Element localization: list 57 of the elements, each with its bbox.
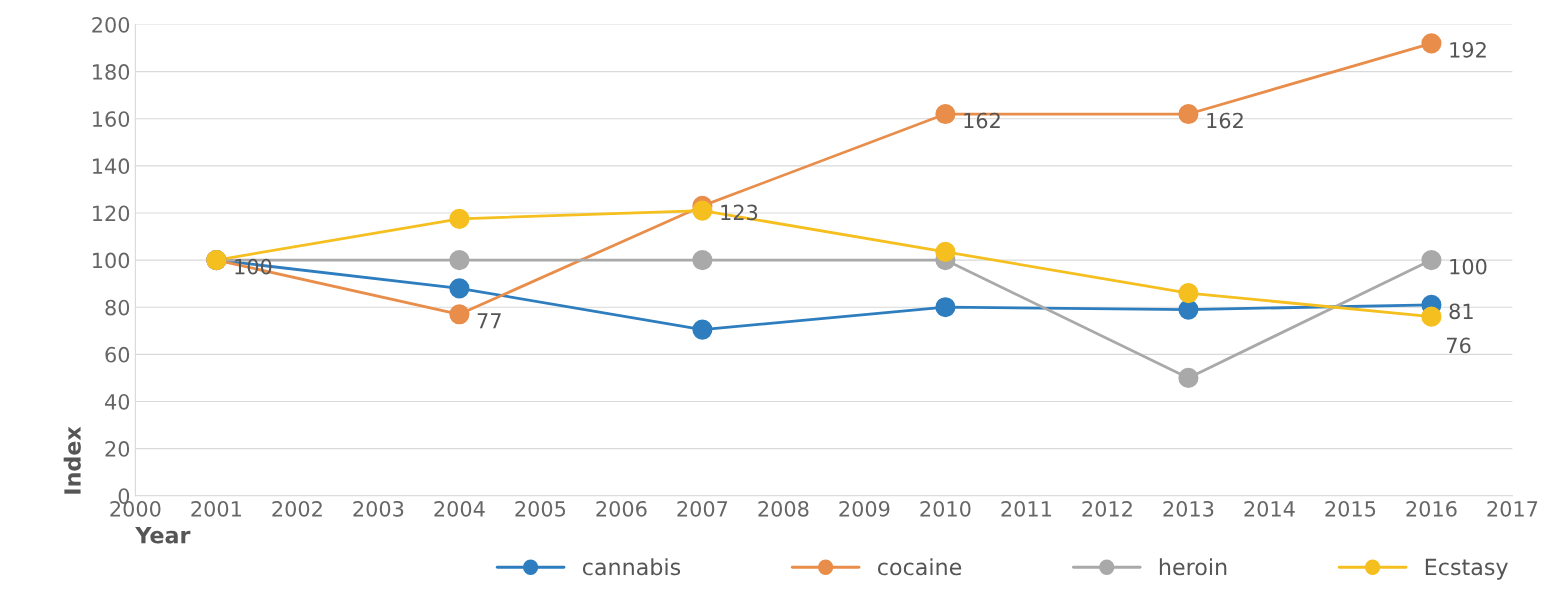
point xyxy=(449,250,470,271)
x-tick-label: 2008 xyxy=(758,500,809,517)
legend-label: heroin xyxy=(1159,558,1227,576)
x-tick-label: 2005 xyxy=(515,500,566,517)
point xyxy=(935,241,956,262)
point xyxy=(1178,283,1199,304)
y-tick-label: 40 xyxy=(105,393,130,410)
data-label: 162 xyxy=(1207,112,1243,129)
y-tick-label: 140 xyxy=(93,158,130,175)
data-label: 76 xyxy=(1447,337,1471,354)
data-label: 192 xyxy=(1450,41,1486,58)
point xyxy=(692,250,713,271)
data-label: 81 xyxy=(1449,303,1473,320)
x-tick-label: 2017 xyxy=(1487,500,1538,517)
x-tick-label: 2004 xyxy=(434,500,485,517)
y-tick-label: 160 xyxy=(93,111,130,127)
point xyxy=(1421,250,1442,271)
x-tick-label: 2016 xyxy=(1406,500,1457,517)
y-tick-label: 120 xyxy=(93,205,130,222)
point xyxy=(1421,306,1442,327)
point xyxy=(1178,103,1199,125)
y-tick-label: 80 xyxy=(105,299,130,316)
legend-label: cannabis xyxy=(582,558,681,576)
y-tick-label: 200 xyxy=(92,16,130,33)
x-tick-label: 2009 xyxy=(839,500,890,517)
point xyxy=(449,278,470,299)
y-axis-title: Index xyxy=(63,426,81,494)
x-tick-label: 2003 xyxy=(353,500,404,517)
data-label: 162 xyxy=(964,112,1000,129)
point xyxy=(935,103,956,125)
x-tick-label: 2001 xyxy=(191,500,241,517)
x-tick-label: 2013 xyxy=(1163,500,1214,517)
point xyxy=(1421,33,1442,54)
data-label: 100 xyxy=(1450,258,1487,275)
point xyxy=(692,200,713,221)
y-tick-label: 20 xyxy=(105,441,130,457)
point xyxy=(449,208,470,229)
data-label: 100 xyxy=(235,258,272,275)
x-tick-label: 2007 xyxy=(677,500,728,517)
x-tick-label: 2010 xyxy=(920,500,971,517)
data-label: 77 xyxy=(477,313,501,329)
y-tick-label: 60 xyxy=(105,346,130,363)
x-axis-title: Year xyxy=(135,526,191,544)
x-tick-label: 2014 xyxy=(1244,500,1295,517)
x-tick-label: 2002 xyxy=(272,500,322,517)
x-tick-label: 2012 xyxy=(1082,500,1132,517)
legend-label: Ecstasy xyxy=(1425,558,1508,580)
legend-label: cocaine xyxy=(877,558,962,576)
x-tick-label: 2015 xyxy=(1325,500,1376,517)
point xyxy=(1178,367,1199,388)
point xyxy=(692,319,713,340)
point xyxy=(449,304,470,325)
y-tick-label: 100 xyxy=(93,252,130,269)
x-tick-label: 2011 xyxy=(1001,500,1051,517)
y-tick-label: 180 xyxy=(93,64,130,80)
point xyxy=(935,297,956,318)
x-tick-label: 2006 xyxy=(596,500,647,517)
